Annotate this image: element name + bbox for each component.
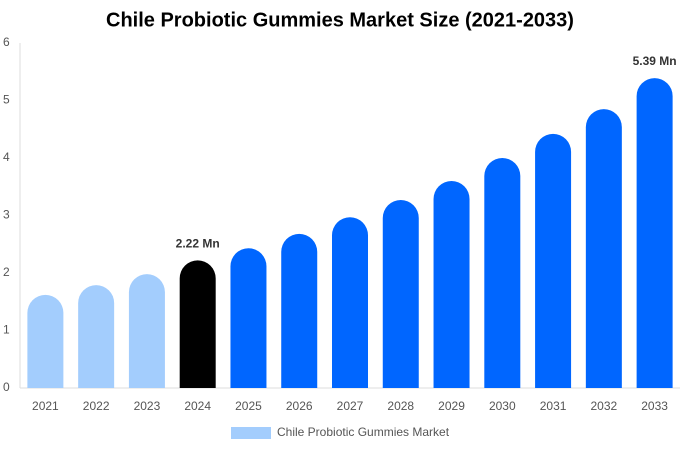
bar [281, 233, 318, 388]
bar [484, 158, 521, 388]
x-tick-label: 2033 [641, 399, 668, 413]
x-tick-label: 2026 [286, 399, 313, 413]
bar [179, 260, 216, 388]
x-tick-label: 2023 [134, 399, 161, 413]
x-tick-label: 2025 [235, 399, 262, 413]
bar [382, 199, 419, 388]
bar [230, 248, 267, 388]
y-tick-label: 4 [3, 150, 10, 164]
bar [332, 217, 368, 388]
y-tick-label: 1 [3, 323, 10, 337]
data-label: 2.22 Mn [176, 237, 220, 251]
y-tick-label: 2 [3, 265, 10, 279]
bar [636, 78, 673, 388]
x-tick-label: 2028 [387, 399, 414, 413]
x-tick-label: 2027 [337, 399, 364, 413]
y-tick-label: 5 [3, 93, 10, 107]
y-tick-label: 0 [3, 380, 10, 394]
y-tick-label: 6 [3, 35, 10, 49]
bar [433, 181, 470, 388]
x-tick-label: 2024 [184, 399, 211, 413]
bar [27, 294, 64, 388]
bar [78, 285, 115, 388]
x-tick-label: 2022 [83, 399, 110, 413]
x-tick-label: 2021 [32, 399, 59, 413]
x-tick-label: 2029 [438, 399, 465, 413]
bar [535, 133, 572, 388]
legend-swatch [231, 427, 271, 439]
legend-label: Chile Probiotic Gummies Market [277, 425, 450, 439]
data-label: 5.39 Mn [633, 54, 677, 68]
bar [128, 274, 165, 388]
y-tick-label: 3 [3, 208, 10, 222]
x-tick-label: 2030 [489, 399, 516, 413]
bar [585, 109, 622, 388]
x-tick-label: 2031 [540, 399, 567, 413]
x-tick-label: 2032 [590, 399, 617, 413]
chart-title: Chile Probiotic Gummies Market Size (202… [106, 9, 574, 31]
